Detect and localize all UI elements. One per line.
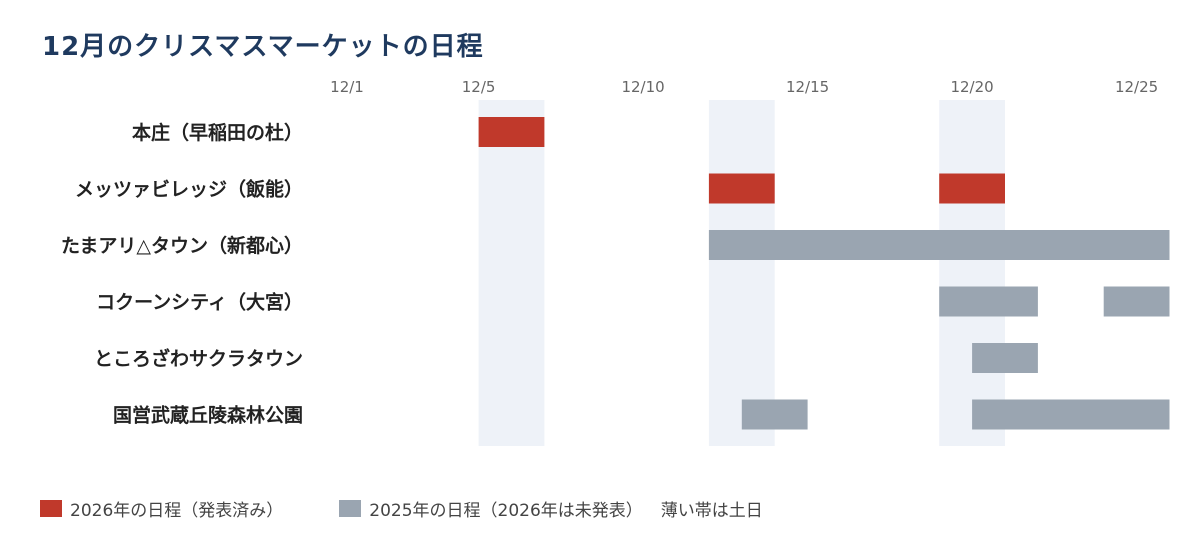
bar-2025-row4-1 <box>939 286 1038 317</box>
bar-2025-row6-2 <box>972 399 1170 430</box>
row-label: 本庄（早稲田の杜） <box>132 121 303 144</box>
weekend-bands <box>478 100 1005 446</box>
x-tick-label: 12/15 <box>786 78 829 96</box>
bar-2026-row1-1 <box>478 117 545 147</box>
x-tick-label: 12/1 <box>330 78 364 96</box>
weekend-band-1 <box>478 100 545 446</box>
bar-2025-row3-1 <box>708 230 1170 260</box>
bar-2025-row6-1 <box>741 399 808 430</box>
legend-swatch-2025 <box>339 500 362 517</box>
bar-2025-row4-2 <box>1103 286 1170 317</box>
legend-item-2026: 2026年の日程（発表済み） <box>40 496 283 521</box>
bar-2026-row2-1 <box>708 173 775 204</box>
x-axis-ticks: 12/1 12/5 12/10 12/15 12/20 12/25 <box>330 78 1158 96</box>
row-label: たまアリ△タウン（新都心） <box>61 234 303 257</box>
bar-2026-row2-2 <box>939 173 1005 204</box>
row-label: コクーンシティ（大宮） <box>96 291 303 314</box>
chart-title: 12月のクリスマスマーケットの日程 <box>42 32 484 62</box>
weekend-band-2 <box>708 100 775 446</box>
legend: 2026年の日程（発表済み） 2025年の日程（2026年は未発表） 薄い帯は土… <box>40 496 763 521</box>
row-label: ところざわサクラタウン <box>94 347 303 370</box>
x-tick-label: 12/25 <box>1115 78 1158 96</box>
bar-2025-row5-1 <box>972 343 1038 373</box>
x-tick-label: 12/10 <box>621 78 664 96</box>
weekend-band-3 <box>939 100 1005 446</box>
schedule-bars <box>478 117 1170 430</box>
legend-label-2026: 2026年の日程（発表済み） <box>70 501 284 521</box>
row-labels: 本庄（早稲田の杜） メッツァビレッジ（飯能） たまアリ△タウン（新都心） コクーンシテ… <box>61 121 303 427</box>
row-label: 国営武蔵丘陵森林公園 <box>113 404 303 427</box>
row-label: メッツァビレッジ（飯能） <box>75 178 303 201</box>
x-tick-label: 12/20 <box>950 78 993 96</box>
legend-item-2025: 2025年の日程（2026年は未発表） 薄い帯は土日 <box>339 496 763 521</box>
x-tick-label: 12/5 <box>462 78 496 96</box>
legend-note-weekend: 薄い帯は土日 <box>660 501 763 521</box>
legend-swatch-2026 <box>40 500 62 517</box>
legend-label-2025: 2025年の日程（2026年は未発表） <box>369 501 643 521</box>
